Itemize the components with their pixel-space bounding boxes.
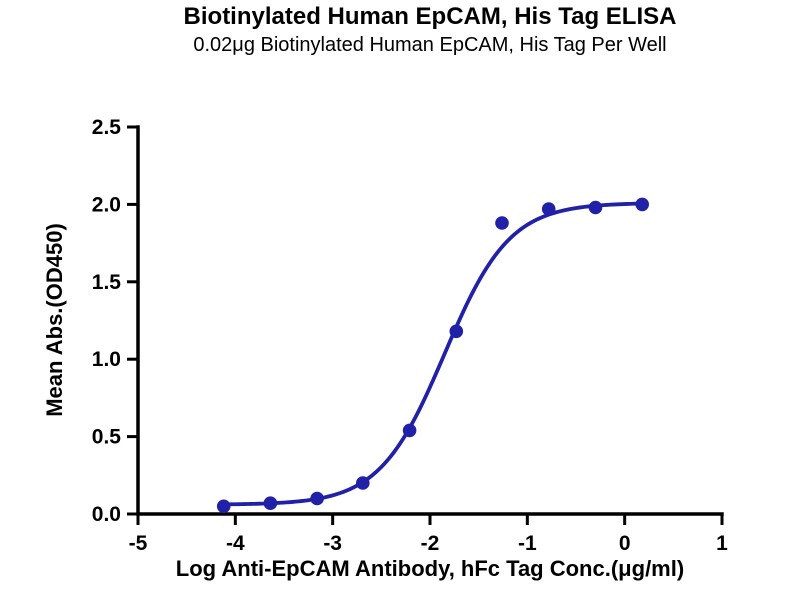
y-tick-label: 2.5 bbox=[92, 116, 122, 139]
y-tick-label: 1.0 bbox=[92, 348, 121, 371]
data-point bbox=[402, 423, 417, 438]
x-tick-label: -4 bbox=[226, 532, 245, 555]
data-point bbox=[310, 491, 324, 506]
x-tick-label: 1 bbox=[716, 532, 728, 555]
data-point bbox=[588, 200, 603, 215]
x-axis-label: Log Anti-EpCAM Antibody, hFc Tag Conc.(μ… bbox=[175, 556, 685, 581]
data-point bbox=[216, 499, 231, 514]
data-point bbox=[541, 202, 556, 216]
y-tick-label: 0.0 bbox=[92, 503, 121, 526]
x-tick-label: -5 bbox=[129, 532, 148, 555]
x-tick-label: 0 bbox=[619, 532, 631, 555]
x-tick-label: -1 bbox=[518, 532, 537, 555]
fit-curve bbox=[221, 201, 645, 507]
y-tick-label: 2.0 bbox=[92, 193, 121, 216]
x-tick-label: -2 bbox=[421, 532, 440, 555]
data-point bbox=[356, 476, 370, 490]
chart-subtitle: 0.02μg Biotinylated Human EpCAM, His Tag… bbox=[193, 34, 667, 56]
chart-title: Biotinylated Human EpCAM, His Tag ELISA bbox=[183, 3, 677, 30]
axes-frame bbox=[136, 125, 724, 516]
y-tick-label: 0.5 bbox=[92, 426, 122, 449]
data-point bbox=[449, 324, 464, 339]
data-point bbox=[635, 197, 649, 212]
y-tick-label: 1.5 bbox=[92, 271, 122, 294]
x-tick-label: -3 bbox=[323, 532, 342, 555]
data-point bbox=[495, 216, 509, 230]
data-point bbox=[263, 496, 278, 511]
